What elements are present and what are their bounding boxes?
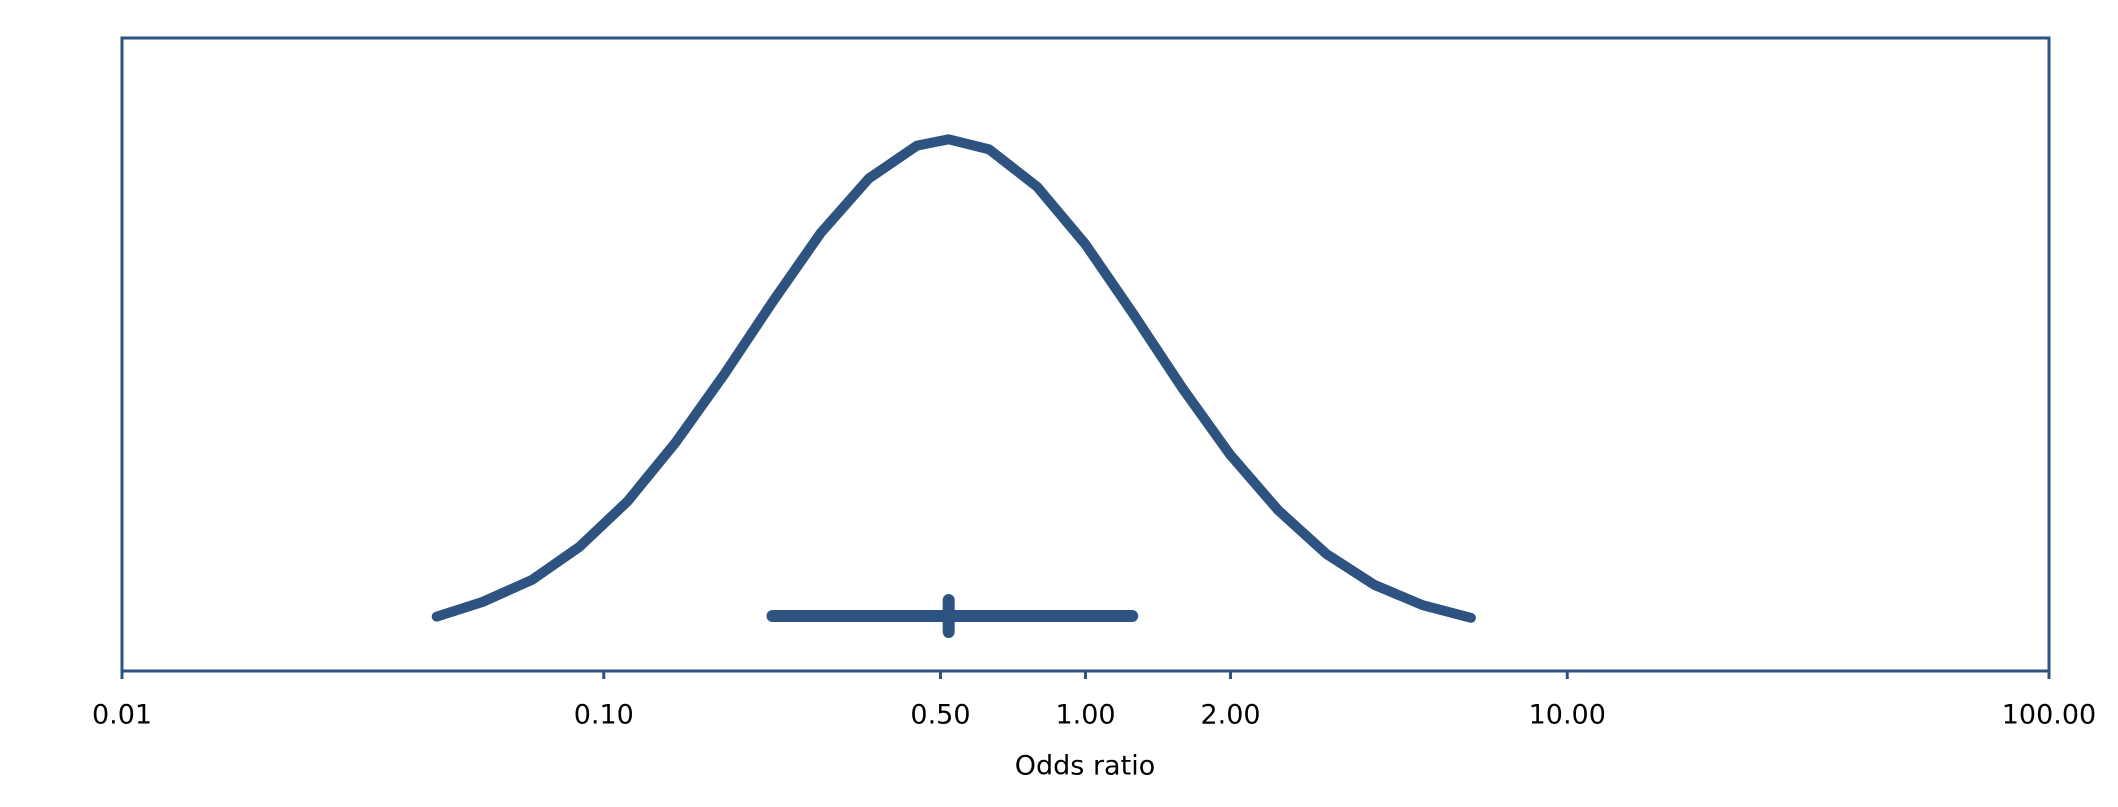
plot-frame: [120, 36, 2051, 673]
x-axis-title: Odds ratio: [1015, 751, 1155, 782]
x-tick-label: 0.10: [574, 700, 634, 731]
density-curve: [431, 134, 1476, 623]
x-tick-label: 0.50: [910, 700, 970, 731]
x-tick-label: 100.00: [2002, 700, 2096, 731]
x-tick-label: 0.01: [92, 700, 152, 731]
x-tick-label: 2.00: [1200, 700, 1260, 731]
x-tick-label: 1.00: [1055, 700, 1115, 731]
x-tick-label: 10.00: [1529, 700, 1606, 731]
